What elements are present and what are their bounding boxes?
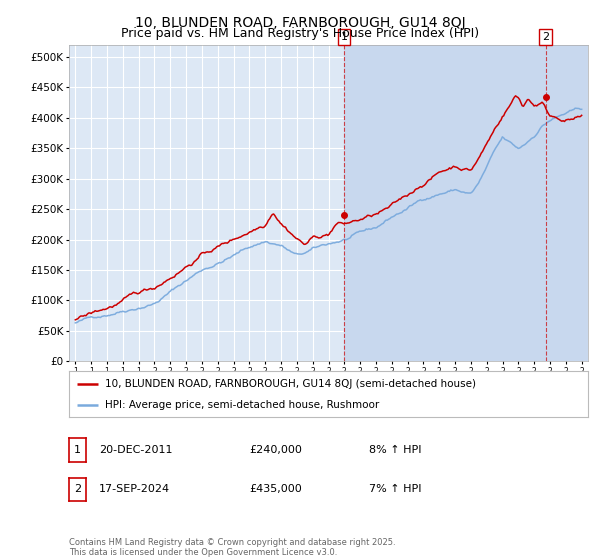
Text: HPI: Average price, semi-detached house, Rushmoor: HPI: Average price, semi-detached house,… xyxy=(106,400,380,410)
Text: 2: 2 xyxy=(542,32,549,42)
Text: Price paid vs. HM Land Registry's House Price Index (HPI): Price paid vs. HM Land Registry's House … xyxy=(121,27,479,40)
Text: 10, BLUNDEN ROAD, FARNBOROUGH, GU14 8QJ: 10, BLUNDEN ROAD, FARNBOROUGH, GU14 8QJ xyxy=(134,16,466,30)
Text: 10, BLUNDEN ROAD, FARNBOROUGH, GU14 8QJ (semi-detached house): 10, BLUNDEN ROAD, FARNBOROUGH, GU14 8QJ … xyxy=(106,379,476,389)
Text: 7% ↑ HPI: 7% ↑ HPI xyxy=(369,484,421,494)
Text: 2: 2 xyxy=(74,484,81,494)
Text: £435,000: £435,000 xyxy=(249,484,302,494)
Text: £240,000: £240,000 xyxy=(249,445,302,455)
Text: Contains HM Land Registry data © Crown copyright and database right 2025.
This d: Contains HM Land Registry data © Crown c… xyxy=(69,538,395,557)
Text: 1: 1 xyxy=(340,32,347,42)
Text: 8% ↑ HPI: 8% ↑ HPI xyxy=(369,445,421,455)
Text: 1: 1 xyxy=(74,445,81,455)
Bar xyxy=(344,45,600,361)
Text: 17-SEP-2024: 17-SEP-2024 xyxy=(99,484,170,494)
Bar xyxy=(344,45,600,361)
Text: 20-DEC-2011: 20-DEC-2011 xyxy=(99,445,173,455)
